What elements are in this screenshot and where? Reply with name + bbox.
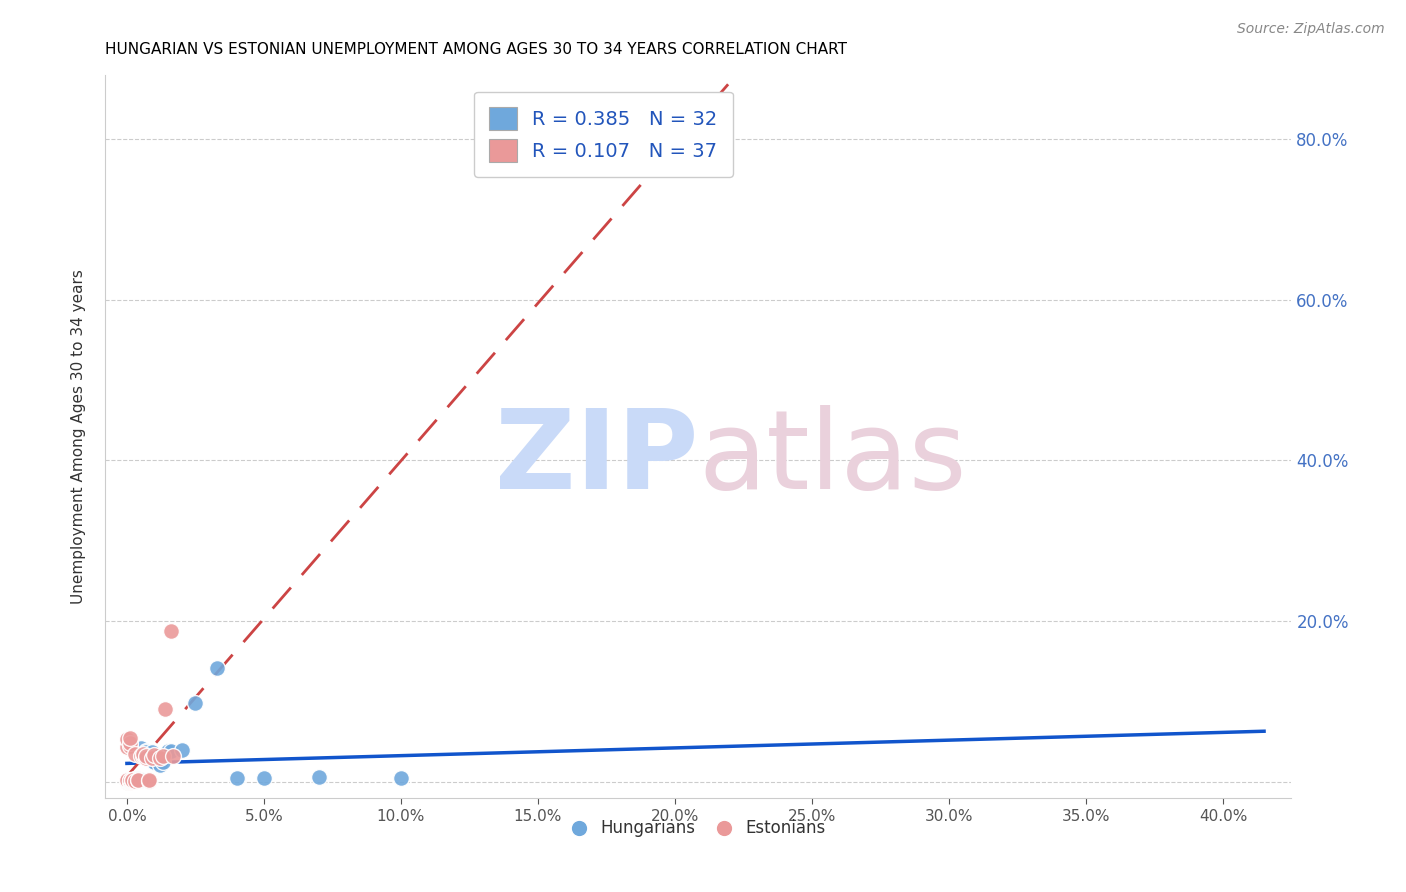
Estonians — [121, 774, 143, 789]
Estonians — [115, 773, 138, 788]
Hungarians — [115, 775, 138, 789]
Hungarians — [135, 744, 157, 758]
Hungarians — [152, 755, 174, 769]
Estonians — [138, 773, 160, 788]
Estonians — [129, 748, 152, 763]
Hungarians — [118, 773, 141, 788]
Hungarians — [127, 772, 149, 787]
Hungarians — [124, 772, 146, 787]
Hungarians — [146, 748, 169, 763]
Estonians — [135, 748, 157, 763]
Hungarians — [138, 751, 160, 765]
Estonians — [118, 739, 141, 753]
Estonians — [115, 774, 138, 789]
Estonians — [155, 702, 177, 716]
Hungarians — [149, 758, 172, 772]
Hungarians — [118, 774, 141, 789]
Estonians — [118, 775, 141, 789]
Hungarians — [121, 772, 143, 787]
Estonians — [143, 747, 166, 762]
Estonians — [124, 747, 146, 761]
Hungarians — [127, 772, 149, 786]
Hungarians — [124, 772, 146, 786]
Estonians — [118, 731, 141, 745]
Hungarians — [170, 743, 193, 757]
Hungarians — [132, 748, 155, 763]
Estonians — [118, 774, 141, 789]
Estonians — [115, 773, 138, 788]
Estonians — [127, 773, 149, 788]
Estonians — [132, 748, 155, 763]
Hungarians — [141, 747, 163, 761]
Text: HUNGARIAN VS ESTONIAN UNEMPLOYMENT AMONG AGES 30 TO 34 YEARS CORRELATION CHART: HUNGARIAN VS ESTONIAN UNEMPLOYMENT AMONG… — [105, 42, 846, 57]
Estonians — [115, 772, 138, 787]
Text: Source: ZipAtlas.com: Source: ZipAtlas.com — [1237, 22, 1385, 37]
Hungarians — [159, 744, 181, 758]
Hungarians — [253, 771, 276, 785]
Y-axis label: Unemployment Among Ages 30 to 34 years: Unemployment Among Ages 30 to 34 years — [72, 268, 86, 604]
Hungarians — [389, 771, 412, 785]
Estonians — [162, 748, 184, 763]
Estonians — [149, 751, 172, 765]
Estonians — [124, 774, 146, 789]
Hungarians — [135, 745, 157, 759]
Hungarians — [308, 770, 330, 784]
Estonians — [118, 736, 141, 750]
Estonians — [115, 731, 138, 746]
Hungarians — [143, 755, 166, 769]
Estonians — [115, 775, 138, 789]
Estonians — [135, 751, 157, 765]
Legend: Hungarians, Estonians: Hungarians, Estonians — [564, 813, 832, 844]
Estonians — [141, 751, 163, 765]
Estonians — [159, 624, 181, 638]
Estonians — [152, 748, 174, 763]
Estonians — [118, 774, 141, 789]
Hungarians — [225, 771, 247, 785]
Text: atlas: atlas — [699, 405, 967, 512]
Hungarians — [129, 773, 152, 788]
Hungarians — [129, 741, 152, 756]
Estonians — [121, 773, 143, 788]
Hungarians — [156, 744, 179, 758]
Estonians — [121, 772, 143, 787]
Estonians — [138, 774, 160, 789]
Estonians — [127, 772, 149, 787]
Estonians — [132, 747, 155, 761]
Hungarians — [124, 772, 146, 786]
Text: ZIP: ZIP — [495, 405, 699, 512]
Hungarians — [141, 745, 163, 759]
Estonians — [115, 739, 138, 754]
Hungarians — [143, 755, 166, 769]
Estonians — [115, 774, 138, 789]
Estonians — [118, 773, 141, 788]
Estonians — [115, 773, 138, 788]
Hungarians — [207, 661, 229, 675]
Hungarians — [184, 696, 207, 710]
Hungarians — [121, 773, 143, 788]
